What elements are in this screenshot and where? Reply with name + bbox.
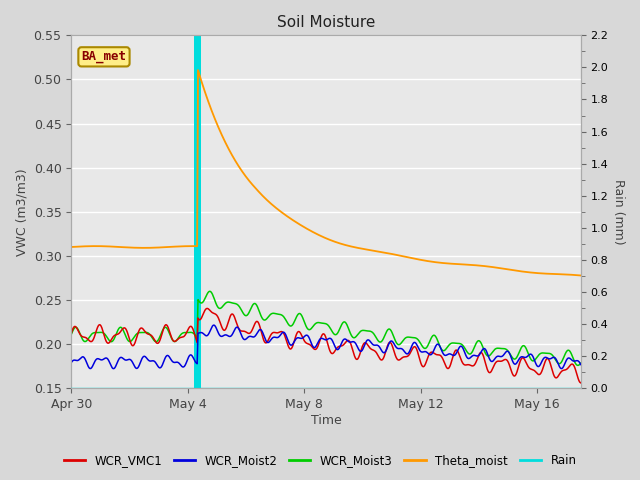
WCR_Moist3	[157, 330, 165, 336]
WCR_Moist3	[452, 340, 460, 346]
Bar	[195, 36, 202, 388]
WCR_Moist2	[199, 331, 207, 336]
Theta_moist	[452, 261, 460, 267]
Y-axis label: Rain (mm): Rain (mm)	[612, 179, 625, 244]
Text: BA_met: BA_met	[81, 50, 127, 63]
WCR_VMC1	[452, 348, 460, 353]
WCR_VMC1	[198, 313, 206, 319]
WCR_Moist2	[577, 361, 584, 367]
Line: WCR_VMC1: WCR_VMC1	[71, 309, 580, 383]
WCR_VMC1	[157, 333, 165, 338]
Theta_moist	[199, 84, 207, 89]
Theta_moist	[194, 67, 202, 73]
WCR_Moist2	[159, 362, 166, 368]
Line: WCR_Moist3: WCR_Moist3	[71, 291, 580, 365]
Theta_moist	[408, 255, 416, 261]
WCR_Moist3	[369, 329, 376, 335]
WCR_VMC1	[369, 347, 376, 353]
WCR_Moist2	[211, 322, 218, 328]
Line: Theta_moist: Theta_moist	[71, 70, 580, 276]
Line: WCR_Moist2: WCR_Moist2	[71, 325, 580, 369]
Theta_moist	[299, 223, 307, 229]
WCR_Moist3	[408, 335, 416, 340]
Legend: WCR_VMC1, WCR_Moist2, WCR_Moist3, Theta_moist, Rain: WCR_VMC1, WCR_Moist2, WCR_Moist3, Theta_…	[59, 449, 581, 472]
WCR_VMC1	[408, 346, 416, 352]
WCR_Moist2	[410, 340, 417, 346]
WCR_VMC1	[299, 335, 307, 340]
Y-axis label: VWC (m3/m3): VWC (m3/m3)	[15, 168, 28, 255]
X-axis label: Time: Time	[310, 414, 341, 427]
WCR_Moist3	[67, 332, 75, 337]
Theta_moist	[67, 244, 75, 250]
WCR_Moist3	[574, 362, 582, 368]
WCR_Moist2	[67, 360, 75, 365]
Theta_moist	[157, 244, 165, 250]
WCR_Moist3	[206, 288, 214, 294]
WCR_Moist3	[198, 300, 206, 306]
WCR_VMC1	[204, 306, 211, 312]
WCR_Moist2	[369, 342, 377, 348]
WCR_Moist3	[299, 314, 307, 320]
WCR_Moist2	[300, 335, 307, 340]
Theta_moist	[577, 273, 584, 278]
WCR_Moist2	[452, 350, 460, 356]
WCR_VMC1	[67, 331, 75, 336]
Theta_moist	[369, 248, 376, 253]
WCR_VMC1	[577, 380, 584, 386]
WCR_Moist3	[577, 360, 584, 366]
Title: Soil Moisture: Soil Moisture	[277, 15, 375, 30]
WCR_Moist2	[110, 366, 118, 372]
